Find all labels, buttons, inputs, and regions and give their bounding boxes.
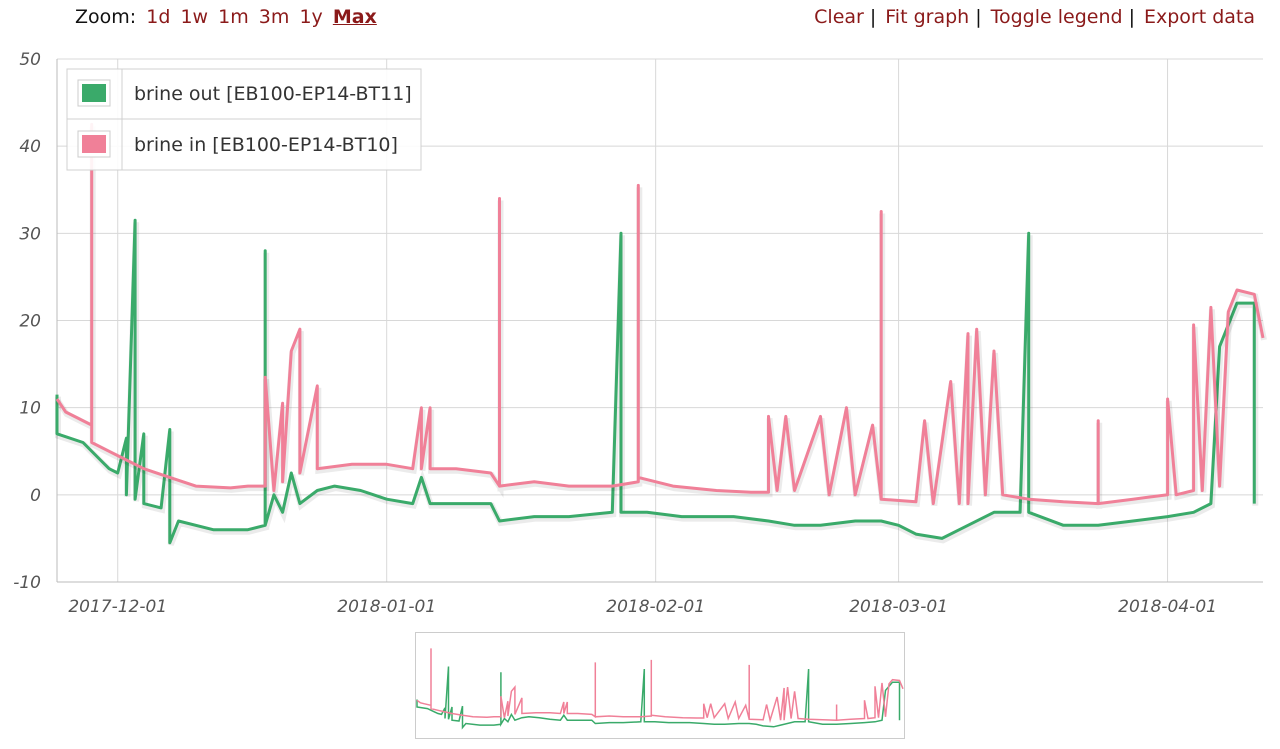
x-tick-label: 2018-01-01	[337, 597, 436, 617]
zoom-3m-link[interactable]: 3m	[258, 6, 290, 28]
brine-out-legend-swatch	[82, 84, 106, 102]
x-tick-label: 2017-12-01	[68, 597, 167, 617]
y-axis: 50 40 30 20 10 0 -10	[13, 50, 41, 593]
separator: |	[975, 6, 982, 28]
main-chart[interactable]: 50 40 30 20 10 0 -10 2017-12-01 2018-01-01 2018-…	[0, 40, 1280, 630]
y-tick-label: 20	[19, 312, 41, 332]
zoom-max-link[interactable]: Max	[332, 6, 377, 28]
overview-frame	[415, 632, 905, 739]
brine-in-series-line	[55, 122, 1265, 506]
clear-link[interactable]: Clear	[814, 6, 864, 28]
fit-graph-link[interactable]: Fit graph	[885, 6, 970, 28]
zoom-1d-link[interactable]: 1d	[146, 6, 171, 28]
zoom-1m-link[interactable]: 1m	[218, 6, 249, 28]
zoom-1y-link[interactable]: 1y	[299, 6, 323, 28]
zoom-1w-link[interactable]: 1w	[180, 6, 209, 28]
toggle-legend-link[interactable]: Toggle legend	[990, 6, 1123, 28]
y-tick-label: 30	[19, 224, 41, 244]
x-tick-label: 2018-02-01	[606, 597, 705, 617]
x-axis: 2017-12-01 2018-01-01 2018-02-01 2018-03-01…	[68, 597, 1217, 617]
toolbar: Zoom: 1d 1w 1m 3m 1y Max Clear | Fit graph…	[0, 6, 1280, 34]
overview-series-lines	[416, 648, 904, 730]
y-tick-label: 40	[19, 137, 41, 157]
x-tick-label: 2018-04-01	[1118, 597, 1217, 617]
separator: |	[1128, 6, 1135, 28]
brine-out-line-shadow	[55, 222, 1259, 546]
brine-in-line-shadow	[55, 126, 1267, 510]
export-data-link[interactable]: Export data	[1143, 6, 1255, 28]
zoom-label: Zoom:	[75, 6, 137, 28]
legend: brine out [EB100-EP14-BT11] brine in [EB1…	[66, 68, 422, 171]
zoom-control: Zoom: 1d 1w 1m 3m 1y Max	[75, 6, 377, 28]
brine-in-overview-line	[416, 648, 904, 724]
y-tick-label: -10	[13, 573, 41, 593]
overview-navigator[interactable]	[415, 632, 905, 739]
brine-out-legend-label: brine out [EB100-EP14-BT11]	[134, 83, 412, 105]
brine-in-legend-label: brine in [EB100-EP14-BT10]	[134, 134, 398, 156]
brine-out-series-line	[55, 218, 1256, 545]
y-tick-label: 50	[19, 50, 41, 70]
y-tick-label: 10	[19, 399, 41, 419]
chart-actions: Clear | Fit graph | Toggle legend | Export dat…	[814, 6, 1255, 28]
x-tick-label: 2018-03-01	[849, 597, 948, 617]
brine-in-legend-swatch	[82, 135, 106, 153]
series-lines	[55, 122, 1267, 546]
chart-grid	[56, 58, 1263, 583]
y-tick-label: 0	[30, 486, 41, 506]
brine-out-overview-line	[416, 666, 901, 730]
separator: |	[869, 6, 877, 28]
